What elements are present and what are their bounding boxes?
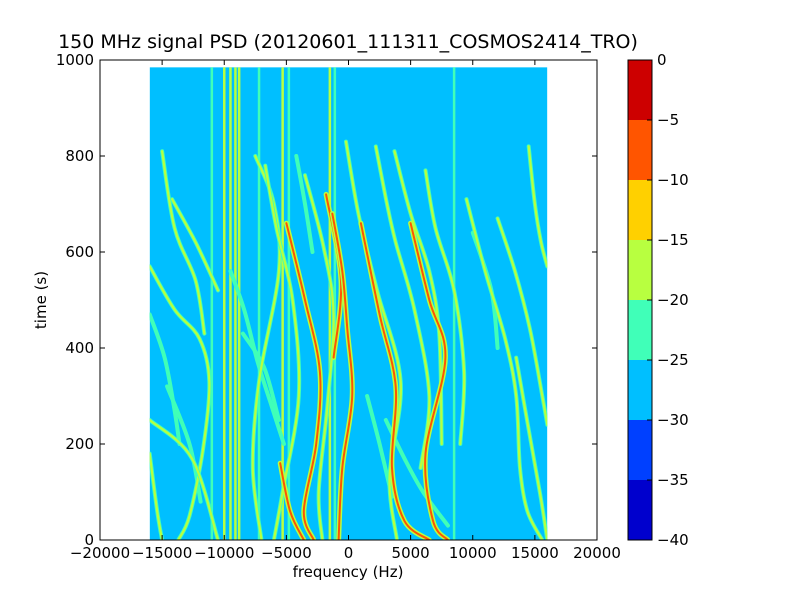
heatmap-trace (285, 222, 322, 540)
heatmap-trace (295, 154, 314, 254)
chart-title: 150 MHz signal PSD (20120601_111311_COSM… (58, 31, 638, 53)
colorbar-segment (628, 180, 652, 240)
colorbar-segment (628, 240, 652, 300)
colorbar-tick-label: −35 (657, 471, 689, 489)
heatmap-trace (359, 222, 431, 540)
y-tick-label: 200 (65, 435, 94, 453)
heatmap-trace (264, 164, 301, 540)
heatmap-trace (515, 356, 548, 540)
heatmap-trace (161, 150, 206, 335)
heatmap-trace (241, 332, 280, 422)
y-axis-label: time (s) (32, 271, 50, 329)
y-tick-label: 0 (84, 531, 94, 549)
x-tick-label: 0 (344, 544, 354, 562)
heatmap-trace (149, 313, 181, 446)
colorbar: −40 −35 −30 −25 −20 −15 −10 −5 0 (627, 51, 689, 549)
x-tick-label: −10000 (194, 544, 254, 562)
heatmap-trace (424, 169, 466, 446)
heatmap-trace (149, 265, 211, 540)
x-tick-label: 15000 (511, 544, 559, 562)
x-tick-label: −15000 (132, 544, 192, 562)
colorbar-tick-label: −30 (657, 411, 689, 429)
heatmap-trace (409, 222, 449, 540)
y-tick-label: 1000 (56, 51, 94, 69)
y-axis: 0 200 400 600 800 1000 (56, 51, 597, 549)
colorbar-segment (628, 60, 652, 120)
colorbar-segment (628, 120, 652, 180)
heatmap (149, 67, 548, 540)
heatmap-trace (149, 452, 164, 540)
x-tick-label: 10000 (449, 544, 497, 562)
colorbar-segment (628, 300, 652, 360)
heatmap-trace (166, 385, 202, 503)
heatmap-trace (171, 198, 220, 292)
heatmap-trace (279, 462, 305, 540)
colorbar-tick-label: 0 (657, 51, 667, 69)
heatmap-trace (344, 140, 403, 540)
y-tick-label: 400 (65, 339, 94, 357)
y-tick-label: 800 (65, 147, 94, 165)
heatmap-trace (496, 217, 548, 426)
heatmap-trace (149, 418, 220, 540)
colorbar-tick-label: −10 (657, 171, 689, 189)
x-tick-label: 5000 (392, 544, 430, 562)
colorbar-segment (628, 480, 652, 540)
heatmap-trace (465, 198, 544, 540)
colorbar-tick-label: −20 (657, 291, 689, 309)
colorbar-tick-label: −25 (657, 351, 689, 369)
colorbar-tick-label: −15 (657, 231, 689, 249)
colorbar-segment (628, 420, 652, 480)
x-tick-label: 20000 (573, 544, 621, 562)
colorbar-tick-label: −5 (657, 111, 679, 129)
x-axis-label: frequency (Hz) (293, 563, 404, 581)
x-tick-label: −20000 (70, 544, 130, 562)
y-tick-label: 600 (65, 243, 94, 261)
heatmap-trace (527, 145, 548, 268)
heatmap-trace (374, 145, 431, 470)
colorbar-segment (628, 360, 652, 420)
heatmap-trace (229, 270, 285, 446)
x-tick-label: −5000 (261, 544, 312, 562)
x-axis: −20000 −15000 −10000 −5000 0 5000 10000 15000 20… (70, 60, 621, 562)
heatmap-background (149, 67, 548, 540)
colorbar-tick-label: −40 (657, 531, 689, 549)
heatmap-trace (331, 212, 354, 540)
